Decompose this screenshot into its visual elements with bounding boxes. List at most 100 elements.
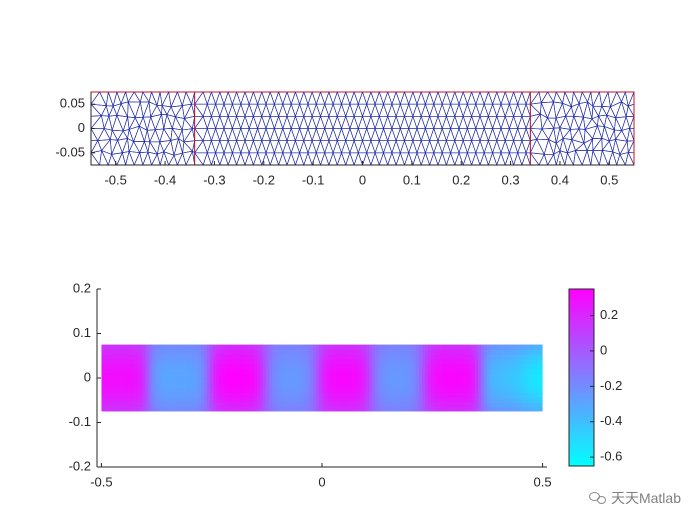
field-cell bbox=[422, 368, 426, 374]
mesh-triangle bbox=[294, 140, 305, 154]
field-cell bbox=[395, 382, 400, 389]
mesh-triangle bbox=[492, 139, 502, 154]
field-cell bbox=[383, 349, 388, 355]
field-cell bbox=[295, 392, 300, 398]
field-cell bbox=[324, 358, 329, 365]
field-cell bbox=[263, 387, 267, 393]
field-cell bbox=[469, 358, 473, 365]
mesh-triangle bbox=[170, 138, 179, 156]
mesh-triangle bbox=[244, 91, 254, 106]
wechat-icon bbox=[588, 491, 607, 505]
mesh-triangle bbox=[286, 127, 296, 141]
field-cell bbox=[110, 368, 114, 374]
field-cell bbox=[207, 392, 211, 398]
mesh-triangle bbox=[450, 103, 460, 118]
mesh-triangle bbox=[328, 140, 338, 154]
field-cell bbox=[266, 344, 270, 350]
field-cell bbox=[366, 344, 370, 350]
mesh-triangle bbox=[194, 116, 204, 130]
field-cell bbox=[157, 368, 161, 374]
field-cell bbox=[304, 368, 308, 374]
field-cell bbox=[269, 397, 273, 403]
field-cell bbox=[474, 373, 479, 379]
field-cell bbox=[104, 387, 108, 393]
field-cell bbox=[163, 397, 167, 403]
field-cell bbox=[516, 392, 520, 398]
mesh-triangle bbox=[99, 91, 109, 107]
field-cell bbox=[127, 397, 132, 403]
field-cell bbox=[539, 406, 543, 412]
field-cell bbox=[386, 358, 391, 365]
field-cell bbox=[536, 378, 541, 384]
mesh-triangle bbox=[265, 152, 275, 166]
field-cell bbox=[216, 373, 220, 379]
field-cell bbox=[292, 358, 297, 365]
field-cell bbox=[192, 401, 197, 408]
field-cell bbox=[324, 382, 329, 389]
field-cell bbox=[474, 358, 479, 365]
field-cell bbox=[410, 392, 414, 398]
field-cell bbox=[474, 406, 479, 412]
field-cell bbox=[295, 378, 300, 384]
field-cell bbox=[107, 349, 111, 355]
field-cell bbox=[380, 358, 385, 365]
field-cell bbox=[289, 363, 294, 370]
field-cell bbox=[263, 401, 267, 408]
field-cell bbox=[333, 363, 338, 370]
field-cell bbox=[492, 368, 497, 374]
field-cell bbox=[127, 382, 132, 389]
field-cell bbox=[380, 368, 385, 374]
field-cell bbox=[333, 392, 338, 398]
field-cell bbox=[427, 373, 432, 379]
field-cell bbox=[416, 387, 420, 393]
field-cell bbox=[383, 382, 388, 389]
field-cell bbox=[269, 349, 273, 355]
field-cell bbox=[436, 387, 441, 393]
mesh-triangle bbox=[240, 115, 250, 129]
mesh-triangle bbox=[286, 116, 296, 130]
mesh-triangle bbox=[521, 151, 531, 166]
field-cell bbox=[539, 349, 543, 355]
field-cell bbox=[533, 397, 538, 403]
field-cell bbox=[127, 373, 132, 379]
field-cell bbox=[416, 363, 420, 370]
field-cell bbox=[372, 378, 376, 384]
field-cell bbox=[295, 401, 300, 408]
field-cell bbox=[310, 344, 314, 350]
mesh-triangle bbox=[227, 127, 238, 141]
field-cell bbox=[304, 344, 308, 350]
field-cell bbox=[157, 392, 161, 398]
field-cell bbox=[436, 406, 441, 412]
field-cell bbox=[130, 387, 135, 393]
field-cell bbox=[377, 354, 382, 360]
field-cell bbox=[260, 392, 264, 398]
field-cell bbox=[116, 401, 120, 408]
field-cell bbox=[295, 397, 300, 403]
mesh-triangle bbox=[429, 127, 439, 141]
field-cell bbox=[142, 358, 147, 365]
field-cell bbox=[419, 344, 423, 350]
field-cell bbox=[280, 354, 285, 360]
field-cell bbox=[263, 354, 267, 360]
field-cell bbox=[330, 354, 335, 360]
field-cell bbox=[116, 387, 120, 393]
mesh-triangle bbox=[458, 128, 468, 142]
field-cell bbox=[513, 358, 517, 365]
mesh-triangle bbox=[353, 127, 363, 141]
field-cell bbox=[316, 363, 320, 370]
field-cell bbox=[177, 397, 182, 403]
field-cell bbox=[410, 406, 414, 412]
mesh-triangle bbox=[223, 139, 233, 154]
field-cell bbox=[251, 358, 255, 365]
field-cell bbox=[463, 401, 467, 408]
field-cell bbox=[160, 401, 164, 408]
field-cell bbox=[366, 363, 370, 370]
mesh-triangle bbox=[127, 116, 136, 131]
mesh-triangle bbox=[215, 91, 225, 105]
field-cell bbox=[104, 373, 108, 379]
field-cell bbox=[160, 358, 164, 365]
mesh-triangle bbox=[294, 127, 305, 141]
field-cell bbox=[116, 344, 120, 350]
mesh-triangle bbox=[121, 151, 130, 167]
mesh-triangle bbox=[290, 128, 301, 142]
